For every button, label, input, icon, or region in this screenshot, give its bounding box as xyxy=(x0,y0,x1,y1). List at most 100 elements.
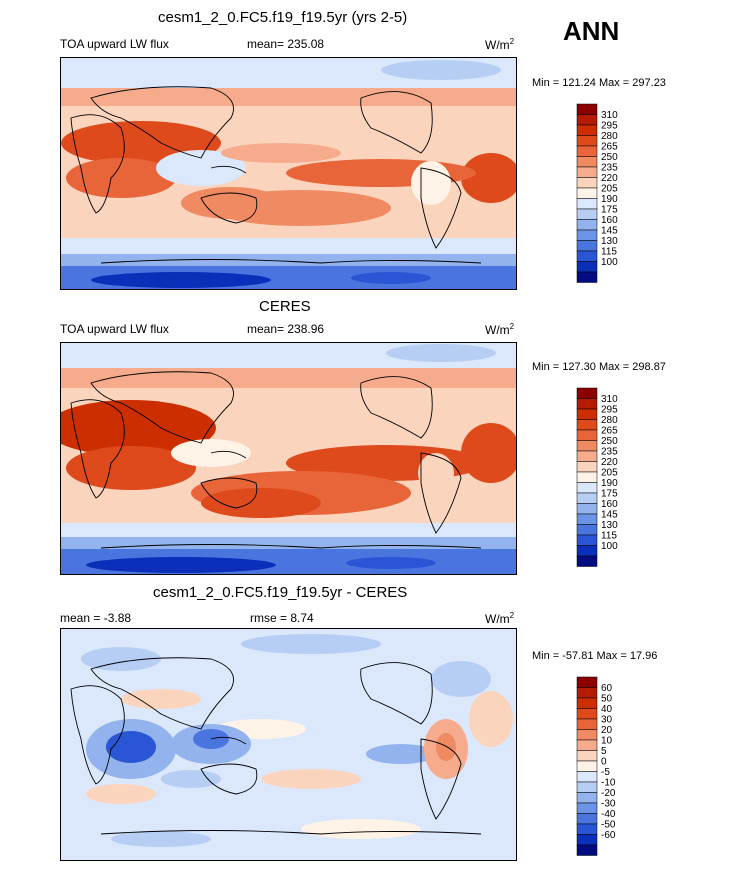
colorbar-swatch xyxy=(576,524,598,536)
colorbar-swatch xyxy=(576,792,598,804)
colorbar-swatch xyxy=(576,429,598,441)
panel1-variable-label: TOA upward LW flux xyxy=(60,37,169,51)
colorbar-swatch xyxy=(576,114,598,126)
panel1-units: W/m2 xyxy=(485,37,515,52)
panel1-title: cesm1_2_0.FC5.f19_f19.5yr (yrs 2-5) xyxy=(158,9,408,26)
colorbar-swatch xyxy=(576,198,598,210)
colorbar-swatch xyxy=(576,813,598,825)
colorbar-tick-label: 130 xyxy=(601,520,618,531)
colorbar-tick-label: 205 xyxy=(601,184,618,195)
colorbar-swatch xyxy=(576,135,598,147)
colorbar-tick-label: 220 xyxy=(601,457,618,468)
panel3-map xyxy=(60,628,517,861)
colorbar-tick-label: 310 xyxy=(601,394,618,405)
colorbar-swatch xyxy=(576,834,598,846)
colorbar-swatch xyxy=(576,271,598,283)
panel3-rmse-label: rmse = 8.74 xyxy=(250,611,314,625)
panel3-mean-label: mean = -3.88 xyxy=(60,611,132,625)
colorbar-swatch xyxy=(576,240,598,252)
colorbar-tick-label: 145 xyxy=(601,510,618,521)
colorbar-tick-label: 30 xyxy=(601,715,613,726)
colorbar-tick-label: -60 xyxy=(601,830,616,841)
colorbar-tick-label: 175 xyxy=(601,489,618,500)
colorbar-swatch xyxy=(576,471,598,483)
panel1-minmax: Min = 121.24 Max = 297.23 xyxy=(532,77,666,89)
colorbar-swatch xyxy=(576,124,598,136)
panel2-minmax: Min = 127.30 Max = 298.87 xyxy=(532,361,666,373)
panel2-map xyxy=(60,342,517,575)
colorbar-swatch xyxy=(576,534,598,546)
colorbar-tick-label: 160 xyxy=(601,499,618,510)
panel2-variable-label: TOA upward LW flux xyxy=(60,322,169,336)
colorbar-swatch xyxy=(576,676,598,688)
colorbar-swatch xyxy=(576,802,598,814)
colorbar-swatch xyxy=(576,482,598,494)
panel2-units: W/m2 xyxy=(485,322,515,337)
colorbar-tick-label: 295 xyxy=(601,405,618,416)
panel3-colorbar: 60 50 40 30 20 10 5 0 -5 -10 -20 -30 -40 -50 -60 xyxy=(576,676,637,862)
colorbar-tick-label: -50 xyxy=(601,820,616,831)
colorbar-swatch xyxy=(576,687,598,699)
colorbar-tick-label: 190 xyxy=(601,194,618,205)
colorbar-swatch xyxy=(576,219,598,231)
colorbar-tick-label: 280 xyxy=(601,131,618,142)
colorbar-swatch xyxy=(576,503,598,515)
colorbar-swatch xyxy=(576,545,598,557)
colorbar-swatch xyxy=(576,156,598,168)
colorbar-tick-label: 280 xyxy=(601,415,618,426)
colorbar-swatch xyxy=(576,103,598,115)
colorbar-swatch xyxy=(576,729,598,741)
colorbar-tick-label: 100 xyxy=(601,257,618,268)
colorbar-swatch xyxy=(576,771,598,783)
colorbar-tick-label: 190 xyxy=(601,478,618,489)
colorbar-tick-label: 295 xyxy=(601,121,618,132)
panel1-colorbar-svg: 3102952802652502352202051901751601451301… xyxy=(576,103,618,283)
colorbar-tick-label: 0 xyxy=(601,757,607,768)
colorbar-tick-label: 250 xyxy=(601,152,618,163)
colorbar-swatch xyxy=(576,555,598,567)
colorbar-tick-label: 60 xyxy=(601,683,613,694)
colorbar-tick-label: 10 xyxy=(601,736,613,747)
colorbar-tick-label: -20 xyxy=(601,788,616,799)
colorbar-tick-label: 235 xyxy=(601,163,618,174)
colorbar-swatch xyxy=(576,208,598,220)
panel1-map xyxy=(60,57,517,290)
panel3-map-svg xyxy=(61,629,516,860)
colorbar-tick-label: 115 xyxy=(601,531,617,542)
panel2-title: CERES xyxy=(259,298,311,315)
colorbar-tick-label: 235 xyxy=(601,447,618,458)
panel2-mean-label: mean= 238.96 xyxy=(247,322,325,336)
panel1-colorbar: 310 295 280 265 250 235 220 205 190 175 160 145 130 1… xyxy=(576,103,637,289)
colorbar-tick-label: -10 xyxy=(601,778,616,789)
colorbar-swatch xyxy=(576,513,598,525)
colorbar-swatch xyxy=(576,387,598,399)
colorbar-swatch xyxy=(576,145,598,157)
colorbar-swatch xyxy=(576,177,598,189)
colorbar-tick-label: 220 xyxy=(601,173,618,184)
colorbar-swatch xyxy=(576,844,598,856)
panel2-map-svg xyxy=(61,343,516,574)
colorbar-swatch xyxy=(576,492,598,504)
panel3-title: cesm1_2_0.FC5.f19_f19.5yr - CERES xyxy=(153,584,408,601)
colorbar-swatch xyxy=(576,697,598,709)
colorbar-tick-label: 175 xyxy=(601,205,618,216)
colorbar-tick-label: 40 xyxy=(601,704,613,715)
colorbar-tick-label: 130 xyxy=(601,236,618,247)
colorbar-swatch xyxy=(576,408,598,420)
colorbar-swatch xyxy=(576,419,598,431)
colorbar-swatch xyxy=(576,166,598,178)
colorbar-tick-label: 145 xyxy=(601,226,618,237)
colorbar-tick-label: -40 xyxy=(601,809,616,820)
colorbar-swatch xyxy=(576,229,598,241)
colorbar-tick-label: -30 xyxy=(601,799,616,810)
panel1-mean-label: mean= 235.08 xyxy=(247,37,325,51)
colorbar-tick-label: 310 xyxy=(601,110,618,121)
colorbar-tick-label: 20 xyxy=(601,725,613,736)
colorbar-tick-label: 5 xyxy=(601,746,607,757)
colorbar-tick-label: 100 xyxy=(601,541,618,552)
colorbar-swatch xyxy=(576,450,598,462)
colorbar-swatch xyxy=(576,760,598,772)
colorbar-tick-label: -5 xyxy=(601,767,610,778)
colorbar-tick-label: 115 xyxy=(601,247,617,258)
